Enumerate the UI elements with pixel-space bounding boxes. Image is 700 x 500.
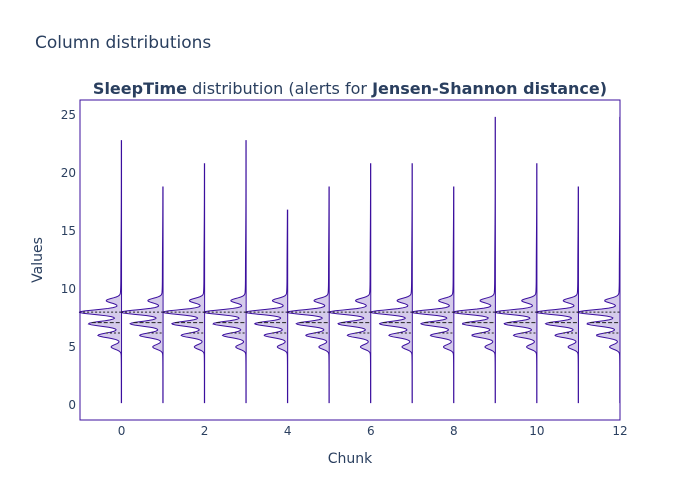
- violin-chunk-2: [161, 163, 206, 404]
- violin-shape: [368, 163, 413, 404]
- plot-frame: [79, 99, 621, 421]
- violin-chunk-10: [493, 163, 538, 404]
- y-tick-label: 10: [61, 282, 76, 296]
- chart-title-part: Jensen-Shannon distance): [371, 79, 607, 98]
- violin-shape: [203, 140, 247, 404]
- x-axis: 0 2 4 6 8 10 12: [118, 424, 628, 438]
- x-tick-label: 2: [201, 424, 209, 438]
- violin-shape: [493, 163, 538, 404]
- violin-shape: [452, 116, 496, 404]
- violin-shape: [244, 209, 289, 404]
- chart-title: SleepTime distribution (alerts for Jense…: [93, 79, 607, 98]
- y-tick-label: 15: [61, 224, 76, 238]
- violin-chunk-8: [410, 186, 455, 404]
- violin-chunk-12: [577, 116, 621, 404]
- y-tick-label: 5: [68, 340, 76, 354]
- violin-chunk-6: [327, 163, 372, 404]
- y-axis: 0 5 10 15 20 25: [61, 108, 76, 412]
- violin-chunk-11: [535, 186, 579, 404]
- x-tick-label: 10: [529, 424, 544, 438]
- violin-shape: [410, 186, 455, 404]
- violin-shape: [78, 140, 123, 404]
- x-tick-label: 0: [118, 424, 126, 438]
- violin-chunk-5: [286, 186, 330, 404]
- violin-chunk-0: [78, 140, 123, 404]
- violin-chunk-9: [452, 116, 496, 404]
- violin-chunk-1: [119, 186, 164, 404]
- x-tick-label: 8: [450, 424, 458, 438]
- y-tick-label: 20: [61, 166, 76, 180]
- violins-group: [78, 116, 621, 404]
- x-tick-label: 4: [284, 424, 292, 438]
- violin-chunk-7: [368, 163, 413, 404]
- violin-chunk-4: [244, 209, 289, 404]
- violin-shape: [161, 163, 206, 404]
- violin-chunk-3: [203, 140, 247, 404]
- chart-title-part: distribution (alerts for: [187, 79, 372, 98]
- violin-shape: [577, 116, 621, 404]
- x-tick-label: 6: [367, 424, 375, 438]
- violin-shape: [286, 186, 330, 404]
- y-tick-label: 25: [61, 108, 76, 122]
- y-axis-title: Values: [30, 237, 46, 283]
- page-title: Column distributions: [35, 33, 212, 53]
- violin-shape: [535, 186, 579, 404]
- x-axis-title: Chunk: [328, 451, 373, 467]
- chart-title-part: SleepTime: [93, 79, 187, 98]
- x-tick-label: 12: [612, 424, 627, 438]
- y-tick-label: 0: [68, 398, 76, 412]
- violin-shape: [327, 163, 372, 404]
- violin-shape: [119, 186, 164, 404]
